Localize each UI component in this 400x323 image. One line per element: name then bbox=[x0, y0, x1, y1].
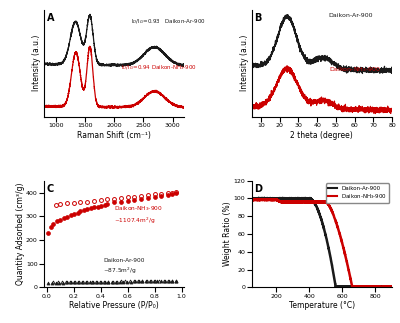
Y-axis label: Quantity Adsorbed (cm³/g): Quantity Adsorbed (cm³/g) bbox=[16, 183, 25, 285]
Text: Daikon-NH$_3$-900: Daikon-NH$_3$-900 bbox=[329, 65, 381, 74]
Text: Daikon-Ar-900
~87.5m$^2$/g: Daikon-Ar-900 ~87.5m$^2$/g bbox=[103, 257, 144, 276]
Text: I$_D$/I$_G$=0.93   Daikon-Ar-900: I$_D$/I$_G$=0.93 Daikon-Ar-900 bbox=[131, 17, 206, 26]
X-axis label: Raman Shift (cm⁻¹): Raman Shift (cm⁻¹) bbox=[77, 130, 151, 140]
X-axis label: Relative Pressure (P/P₀): Relative Pressure (P/P₀) bbox=[69, 301, 159, 310]
X-axis label: Temperature (°C): Temperature (°C) bbox=[289, 301, 355, 310]
Text: I$_D$/I$_G$=0.94 Daikon-NH$_3$-900: I$_D$/I$_G$=0.94 Daikon-NH$_3$-900 bbox=[121, 63, 197, 72]
X-axis label: 2 theta (degree): 2 theta (degree) bbox=[290, 130, 353, 140]
Y-axis label: Intensity (a.u.): Intensity (a.u.) bbox=[32, 35, 41, 91]
Text: B: B bbox=[254, 13, 262, 23]
Text: A: A bbox=[47, 13, 54, 23]
Text: C: C bbox=[47, 184, 54, 194]
Y-axis label: Intensity (a.u.): Intensity (a.u.) bbox=[240, 35, 249, 91]
Text: Daikon-Ar-900: Daikon-Ar-900 bbox=[329, 13, 373, 18]
Y-axis label: Weight Ratio (%): Weight Ratio (%) bbox=[223, 202, 232, 266]
Legend: Daikon-Ar-900, Daikon-NH$_3$-900: Daikon-Ar-900, Daikon-NH$_3$-900 bbox=[326, 183, 389, 203]
Text: Daikon-NH$_3$-900
~1107.4m$^2$/g: Daikon-NH$_3$-900 ~1107.4m$^2$/g bbox=[114, 204, 163, 226]
Text: D: D bbox=[254, 184, 262, 194]
